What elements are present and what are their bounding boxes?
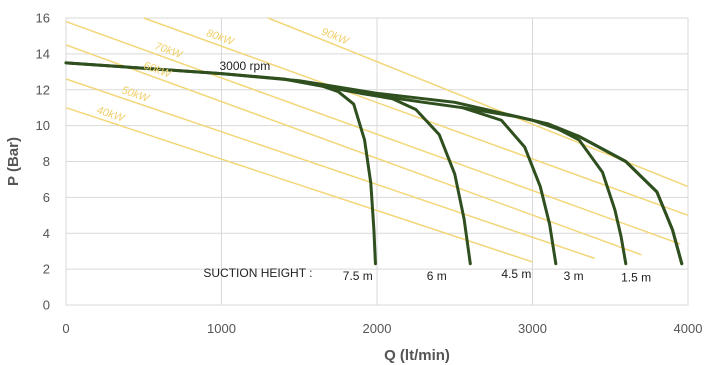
power-line [65,78,595,260]
y-tick-label: 0 [43,298,50,313]
x-tick-label: 1000 [207,321,236,336]
x-tick-label: 0 [62,321,69,336]
suction-series-label: 6 m [427,269,447,283]
power-line [65,20,681,245]
axis-layer: 0 2 4 6 8 10 12 14 16 0 1000 2000 3000 4000 Q (lt/min)… [5,11,702,365]
suction-series-label: 1.5 m [621,271,651,285]
pressure-curves-layer [64,61,684,266]
y-tick-label: 4 [43,226,50,241]
grid-layer [65,17,689,306]
speed-label: 3000 rpm [220,59,271,73]
power-line [65,106,533,263]
y-tick-label: 16 [36,11,50,26]
suction-curve [546,122,684,266]
y-axis-title: P (Bar) [5,137,22,186]
y-tick-label: 12 [36,82,50,97]
suction-curve [64,61,377,266]
x-tick-label: 3000 [518,321,547,336]
y-tick-label: 10 [36,118,50,133]
suction-series-label: 4.5 m [501,267,531,281]
y-tick-label: 2 [43,262,50,277]
suction-curve [461,106,628,266]
suction-series-label: 7.5 m [343,269,373,283]
suction-series-label: 3 m [564,269,584,283]
power-line [65,44,642,256]
y-tick-label: 14 [36,46,50,61]
y-tick-label: 8 [43,154,50,169]
power-line [143,17,689,217]
x-tick-label: 4000 [674,321,703,336]
suction-curve [359,91,558,266]
suction-height-label: SUCTION HEIGHT : [203,266,312,280]
y-tick-label: 6 [43,190,50,205]
x-tick-label: 2000 [363,321,392,336]
x-axis-title: Q (lt/min) [384,347,450,364]
